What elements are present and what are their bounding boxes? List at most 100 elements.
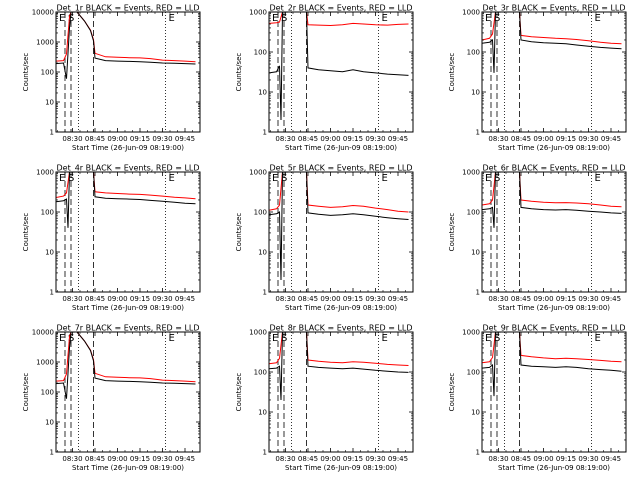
event-marker-label: E <box>382 173 388 184</box>
x-tick-label: 09:45 <box>601 455 621 463</box>
series-line-events <box>56 12 196 79</box>
y-tick-label: 100 <box>254 209 267 217</box>
x-axis-label: Start Time (26-Jun-09 08:19:00) <box>498 304 610 312</box>
y-axis-label: Counts/sec <box>22 53 30 92</box>
series-line-lld <box>482 332 622 364</box>
y-axis-label: Counts/sec <box>235 373 243 412</box>
x-tick-label: 09:30 <box>365 455 385 463</box>
y-tick-label: 10000 <box>32 329 54 337</box>
y-axis-label: Counts/sec <box>22 213 30 252</box>
x-axis-label: Start Time (26-Jun-09 08:19:00) <box>72 144 184 152</box>
y-tick-label: 1000 <box>36 359 54 367</box>
x-tick-label: 09:15 <box>556 295 576 303</box>
y-tick-label: 1000 <box>462 9 480 17</box>
x-tick-label: 08:45 <box>511 135 531 143</box>
x-tick-label: 08:45 <box>85 295 105 303</box>
series-line-events <box>482 172 622 228</box>
x-tick-label: 08:45 <box>511 295 531 303</box>
x-tick-label: 09:30 <box>152 135 172 143</box>
chart-title: Det_3r BLACK = Events, RED = LLD <box>482 4 625 13</box>
y-tick-label: 1 <box>50 449 54 457</box>
x-axis-label: Start Time (26-Jun-09 08:19:00) <box>72 464 184 472</box>
event-marker-label: E <box>272 333 278 344</box>
y-tick-label: 1 <box>476 449 480 457</box>
event-marker-label: E <box>169 173 175 184</box>
plot-frame <box>481 171 627 293</box>
x-tick-label: 09:45 <box>388 135 408 143</box>
x-tick-label: 09:45 <box>175 135 195 143</box>
x-tick-label: 08:30 <box>488 135 508 143</box>
y-tick-label: 1000 <box>36 39 54 47</box>
x-tick-label: 08:45 <box>511 455 531 463</box>
x-tick-label: 09:00 <box>107 455 127 463</box>
y-tick-label: 100 <box>254 49 267 57</box>
y-tick-label: 100 <box>467 209 480 217</box>
x-tick-label: 09:15 <box>343 455 363 463</box>
x-tick-label: 09:15 <box>556 135 576 143</box>
y-tick-label: 100 <box>467 49 480 57</box>
x-tick-label: 09:30 <box>152 455 172 463</box>
x-tick-label: 09:45 <box>175 295 195 303</box>
series-line-lld <box>269 172 409 213</box>
y-tick-label: 100 <box>41 209 54 217</box>
y-tick-label: 1 <box>263 129 267 137</box>
event-marker-label: E <box>485 173 491 184</box>
chart-title: Det_6r BLACK = Events, RED = LLD <box>482 164 625 173</box>
chart-title: Det_4r BLACK = Events, RED = LLD <box>56 164 199 173</box>
x-tick-label: 09:00 <box>107 295 127 303</box>
chart-title: Det_8r BLACK = Events, RED = LLD <box>269 324 412 333</box>
x-tick-label: 09:00 <box>533 295 553 303</box>
series-line-lld <box>482 172 622 208</box>
plot-frame <box>481 331 627 453</box>
x-tick-label: 09:45 <box>175 455 195 463</box>
x-tick-label: 09:00 <box>320 455 340 463</box>
x-tick-label: 09:00 <box>533 455 553 463</box>
x-tick-label: 09:45 <box>388 295 408 303</box>
x-axis-label: Start Time (26-Jun-09 08:19:00) <box>498 144 610 152</box>
event-marker-label: S <box>281 173 287 184</box>
chart-title: Det_9r BLACK = Events, RED = LLD <box>482 324 625 333</box>
series-line-events <box>269 172 409 281</box>
series-line-events <box>56 332 196 399</box>
x-tick-label: 09:00 <box>107 135 127 143</box>
series-line-events <box>269 12 409 121</box>
x-tick-label: 08:30 <box>62 295 82 303</box>
x-tick-label: 09:30 <box>578 135 598 143</box>
y-tick-label: 1 <box>476 129 480 137</box>
x-tick-label: 09:15 <box>343 135 363 143</box>
x-tick-label: 09:00 <box>320 295 340 303</box>
series-line-events <box>56 172 196 228</box>
x-tick-label: 08:30 <box>62 455 82 463</box>
event-marker-label: E <box>595 173 601 184</box>
event-marker-label: E <box>485 333 491 344</box>
x-axis-label: Start Time (26-Jun-09 08:19:00) <box>72 304 184 312</box>
event-marker-label: E <box>382 13 388 24</box>
y-tick-label: 1000 <box>249 329 267 337</box>
y-tick-label: 10 <box>471 89 480 97</box>
x-tick-label: 08:45 <box>298 135 318 143</box>
x-tick-label: 09:15 <box>130 135 150 143</box>
event-marker-label: E <box>59 173 65 184</box>
y-axis-label: Counts/sec <box>235 53 243 92</box>
y-tick-label: 1 <box>476 289 480 297</box>
series-line-events <box>482 12 622 73</box>
x-tick-label: 09:15 <box>130 295 150 303</box>
x-tick-label: 09:15 <box>343 295 363 303</box>
y-tick-label: 100 <box>467 369 480 377</box>
y-tick-label: 1 <box>263 289 267 297</box>
plot-frame <box>55 331 201 453</box>
x-tick-label: 09:00 <box>320 135 340 143</box>
y-tick-label: 100 <box>41 389 54 397</box>
event-marker-label: E <box>485 13 491 24</box>
x-tick-label: 09:45 <box>601 135 621 143</box>
y-axis-label: Counts/sec <box>235 213 243 252</box>
y-tick-label: 10 <box>45 99 54 107</box>
y-tick-label: 1000 <box>462 169 480 177</box>
y-tick-label: 1 <box>50 289 54 297</box>
x-tick-label: 09:45 <box>388 455 408 463</box>
